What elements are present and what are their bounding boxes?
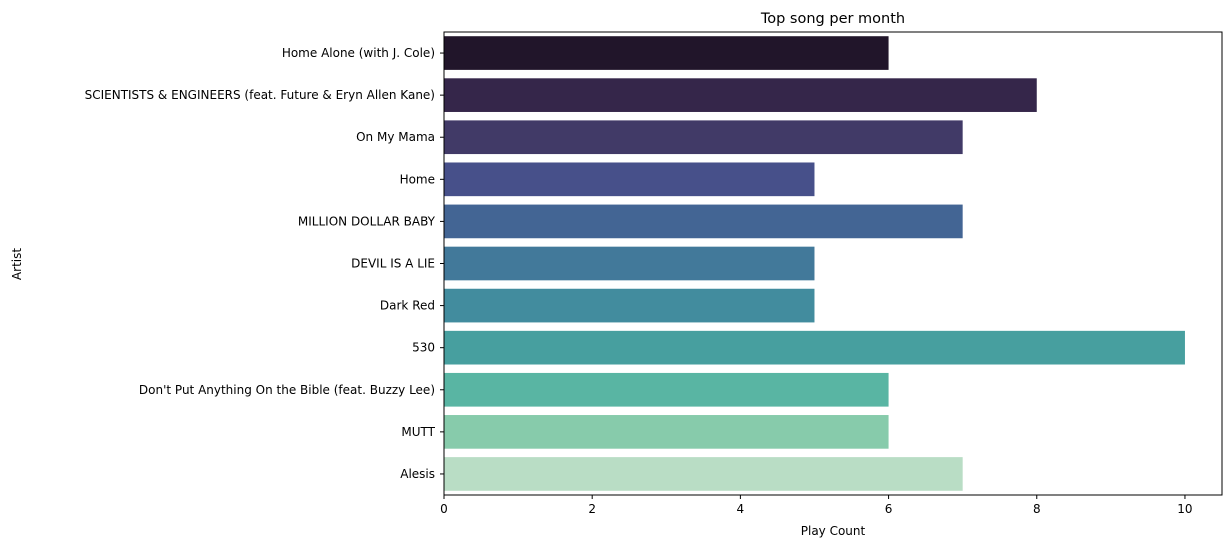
y-tick-label: Dark Red	[380, 299, 435, 313]
plot-frame	[443, 31, 1223, 496]
y-tick-label: On My Mama	[356, 130, 435, 144]
y-tick-label: SCIENTISTS & ENGINEERS (feat. Future & E…	[85, 88, 435, 102]
x-axis-ticks: 0 2 4 6 8 10	[440, 495, 1193, 516]
bar-0	[444, 36, 889, 70]
y-axis-ticks: Home Alone (with J. Cole) SCIENTISTS & EN…	[85, 46, 444, 481]
bars-layer	[444, 36, 1185, 491]
bar-4	[444, 204, 963, 239]
y-tick-label: DEVIL IS A LIE	[351, 257, 435, 271]
y-tick-label: Alesis	[400, 467, 435, 481]
bar-5	[444, 246, 815, 281]
bar-2	[444, 120, 963, 155]
y-tick-label: MUTT	[401, 425, 435, 439]
bar-7	[444, 330, 1185, 365]
chart-title: Top song per month	[760, 11, 905, 27]
y-tick-label: MILLION DOLLAR BABY	[298, 214, 436, 228]
bar-9	[444, 415, 889, 449]
y-axis-title: Artist	[10, 248, 24, 280]
x-axis-title: Play Count	[801, 524, 866, 538]
x-tick-label: 8	[1033, 502, 1041, 516]
y-tick-label: Home Alone (with J. Cole)	[282, 46, 435, 60]
bar-10	[444, 457, 963, 491]
x-tick-label: 4	[737, 502, 745, 516]
y-tick-label: Home	[400, 172, 435, 186]
bar-6	[444, 288, 815, 323]
y-tick-label: Don't Put Anything On the Bible (feat. B…	[139, 383, 435, 397]
x-tick-label: 0	[440, 502, 448, 516]
bar-8	[444, 372, 889, 407]
y-tick-label: 530	[412, 341, 435, 355]
x-tick-label: 10	[1177, 502, 1192, 516]
x-tick-label: 2	[588, 502, 596, 516]
x-tick-label: 6	[885, 502, 893, 516]
bar-1	[444, 78, 1037, 112]
bar-3	[444, 162, 815, 197]
